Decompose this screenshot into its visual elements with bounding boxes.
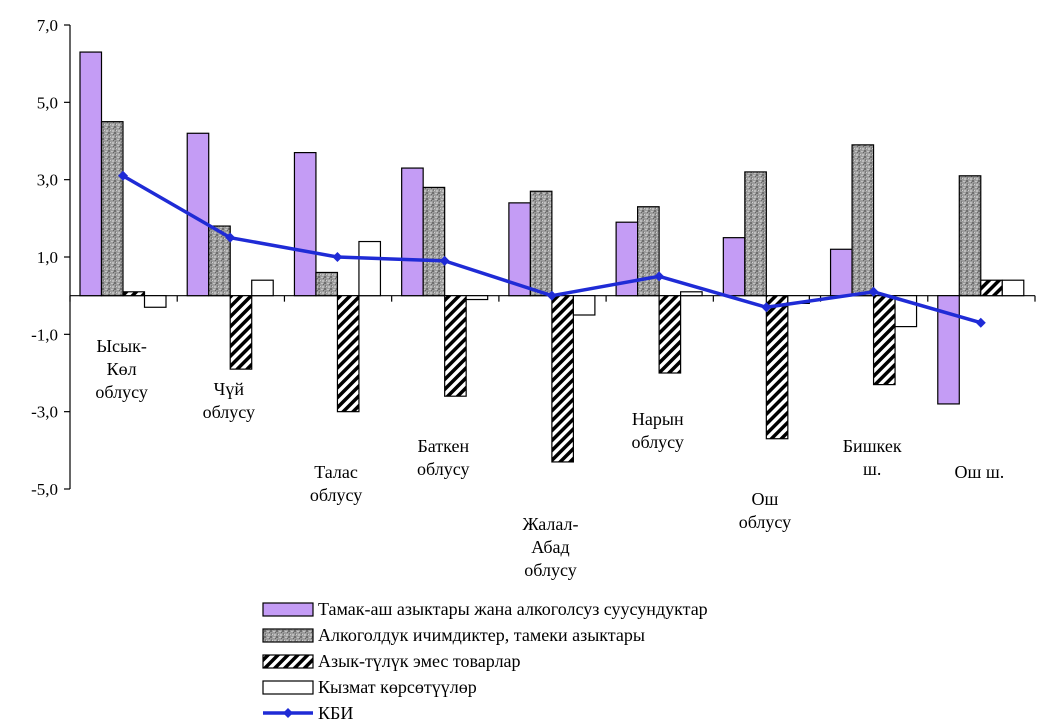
bar: [1001, 279, 1025, 297]
category-label-line: Нарын: [632, 409, 684, 429]
bar: [680, 291, 703, 297]
kbi-point: [546, 290, 557, 301]
legend-swatch: [262, 602, 314, 617]
kbi-point: [654, 271, 665, 282]
kbi-point: [761, 302, 772, 313]
bar: [637, 206, 660, 297]
legend-swatch: [262, 628, 314, 643]
bar: [401, 167, 424, 297]
bar: [100, 121, 124, 297]
category-label-line: облусу: [95, 382, 147, 402]
category-label-line: Баткен: [417, 436, 469, 456]
legend-label: Азык-түлүк эмес товарлар: [318, 651, 521, 671]
bar: [251, 279, 274, 297]
bar: [829, 248, 853, 297]
bar: [336, 295, 360, 413]
category-label-line: облусу: [310, 485, 362, 505]
category-label-line: Ош ш.: [955, 462, 1005, 482]
category-label: Ош ш.: [955, 462, 1005, 482]
bar: [229, 295, 253, 370]
category-label: Бишкек ш.: [843, 436, 902, 479]
bar: [744, 171, 767, 297]
kbi-line-layer: [118, 170, 986, 328]
bar: [572, 295, 596, 316]
y-tick-label: 7,0: [37, 16, 58, 35]
bar: [765, 295, 789, 440]
legend-label: КБИ: [318, 703, 353, 720]
bar: [980, 279, 1003, 297]
category-label: Баткен облусу: [417, 436, 469, 479]
bar: [358, 240, 382, 297]
legend-label: Алкоголдук ичимдиктер, тамеки азыктары: [318, 625, 645, 645]
category-label: Чүй облусу: [203, 379, 255, 422]
legend-label: Кызмат көрсөтүүлөр: [318, 677, 477, 697]
legend-swatch: [262, 680, 314, 695]
kbi-point: [975, 317, 986, 328]
legend-marker: [283, 708, 293, 718]
category-label: Ысык- Көл облусу: [95, 336, 147, 402]
category-label-line: Ош: [752, 489, 779, 509]
bar: [658, 295, 682, 374]
bar: [722, 237, 746, 297]
bar: [937, 295, 960, 405]
bar: [79, 51, 103, 297]
kbi-point: [225, 232, 236, 243]
y-tick-label: 3,0: [37, 171, 58, 190]
bar: [122, 291, 146, 297]
bar: [551, 295, 574, 463]
legend: Тамак-аш азыктары жана алкоголсуз суусун…: [262, 599, 708, 720]
kbi-point: [439, 255, 450, 266]
kbi-point: [868, 286, 879, 297]
legend-swatch: [262, 654, 314, 669]
bar: [444, 295, 467, 397]
category-label: Талас облусу: [310, 462, 362, 505]
bar: [958, 175, 982, 297]
category-label-line: Көл: [107, 359, 137, 379]
category-label-line: Чүй: [214, 379, 245, 399]
category-label-line: облусу: [524, 560, 576, 580]
bar: [851, 144, 875, 297]
category-label-line: ш.: [863, 459, 881, 479]
bar: [422, 186, 446, 297]
bar: [872, 295, 896, 386]
category-label-line: облусу: [631, 432, 683, 452]
bars: [79, 51, 1025, 463]
bar: [529, 190, 553, 297]
y-tick-label: -5,0: [31, 480, 58, 499]
kbi-point: [332, 252, 343, 262]
bar: [293, 152, 317, 297]
category-label: Жалал- Абад облусу: [523, 514, 579, 580]
legend-label: Тамак-аш азыктары жана алкоголсуз суусун…: [318, 599, 708, 619]
category-label-line: Ысык-: [96, 336, 147, 356]
category-label-line: облусу: [203, 402, 255, 422]
category-label-line: Абад: [531, 537, 569, 557]
category-label-line: Талас: [314, 462, 358, 482]
bar: [143, 295, 167, 308]
y-tick-label: 1,0: [37, 248, 58, 267]
kbi-point: [118, 170, 128, 181]
category-label: Нарын облусу: [631, 409, 683, 452]
category-label: Ош облусу: [739, 489, 791, 532]
y-tick-label: -1,0: [31, 325, 58, 344]
y-tick-label: -3,0: [31, 403, 58, 422]
category-label-line: Бишкек: [843, 436, 902, 456]
bar: [315, 271, 339, 297]
category-label-line: облусу: [417, 459, 469, 479]
bar: [465, 295, 489, 301]
bar: [208, 225, 231, 297]
category-label-line: Жалал-: [523, 514, 579, 534]
y-tick-label: 5,0: [37, 93, 58, 112]
category-label-line: облусу: [739, 512, 791, 532]
